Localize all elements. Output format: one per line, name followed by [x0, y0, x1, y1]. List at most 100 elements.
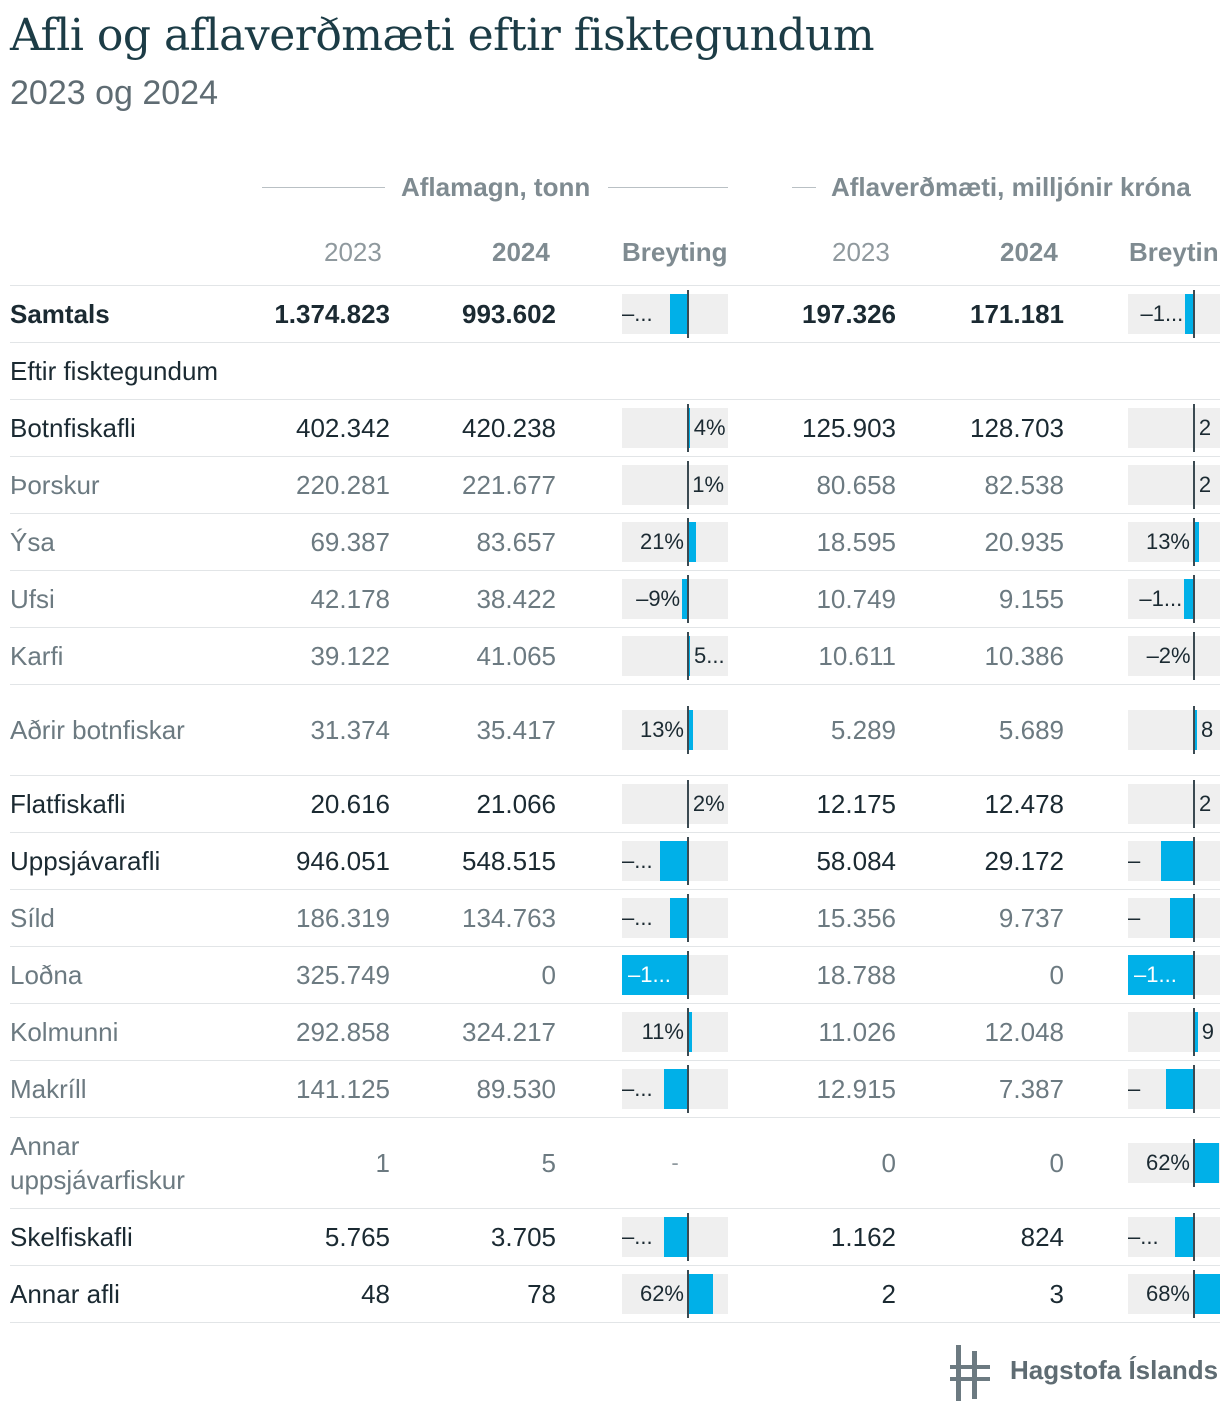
- catch-2024-value: 134.763: [462, 902, 556, 933]
- catch-change-bar: 2%: [622, 780, 728, 828]
- value-change-label: 2: [1198, 472, 1212, 497]
- catch-change-label: 5...: [694, 643, 725, 668]
- value-change-bar-fill: [1194, 522, 1200, 562]
- catch-change-bar: 11%: [622, 1008, 728, 1056]
- chart-subtitle: 2023 og 2024: [10, 74, 218, 112]
- value-change-bar: 62%: [1128, 1139, 1220, 1187]
- catch-change-bar-fill: [663, 1069, 688, 1109]
- catch-2023-value: 220.281: [296, 469, 390, 500]
- value-2024-value: 12.478: [984, 788, 1064, 819]
- catch-change-bar: 21%: [622, 518, 728, 566]
- value-change-axis: [1193, 706, 1195, 754]
- catch-change-bar-fill: [669, 294, 688, 334]
- value-change-bar: –1...: [1128, 575, 1220, 623]
- value-change-axis: [1193, 951, 1195, 999]
- row-label: Loðna: [10, 960, 83, 990]
- table-row: Annar afli 48 78 2 3 62% 68%: [10, 1265, 1220, 1323]
- catch-change-dash: -: [671, 1150, 679, 1175]
- catch-change-axis: [687, 290, 689, 338]
- value-2023-value: 11.026: [818, 1016, 896, 1047]
- value-change-axis: [1193, 894, 1195, 942]
- data-table: Samtals 1.374.823 993.602 197.326 171.181 –..…: [10, 285, 1220, 1323]
- catch-change-bar-fill: [669, 898, 688, 938]
- value-change-label: 68%: [1145, 1281, 1190, 1306]
- row-label: Annar afli: [10, 1279, 120, 1309]
- catch-change-axis: [687, 837, 689, 885]
- col-header-catch-2023: 2023: [324, 237, 382, 267]
- value-change-bar-fill: [1194, 1143, 1219, 1183]
- catch-2024-value: 78: [527, 1278, 556, 1309]
- value-change-bar: 2: [1128, 461, 1220, 509]
- catch-2024-value: 420.238: [462, 412, 556, 443]
- value-2024-value: 29.172: [984, 845, 1064, 876]
- catch-2023-value: 48: [361, 1278, 390, 1309]
- col-header-value-2023: 2023: [832, 237, 890, 267]
- value-change-axis: [1193, 404, 1195, 452]
- catch-change-bar-fill: [688, 522, 697, 562]
- table-row: Samtals 1.374.823 993.602 197.326 171.181 –..…: [10, 285, 1220, 342]
- catch-change-axis: [687, 1270, 689, 1318]
- catch-change-bar-fill: [660, 841, 688, 881]
- hagstofa-logo-icon: [950, 1345, 990, 1401]
- value-change-label: 2: [1198, 415, 1212, 440]
- catch-change-bar: 5...: [622, 632, 728, 680]
- value-change-bar: 2: [1128, 780, 1220, 828]
- group-label-catch: Aflamagn, tonn: [401, 172, 591, 202]
- value-change-label: –2%: [1146, 643, 1191, 668]
- catch-change-bar: –9%: [622, 575, 728, 623]
- value-2024-value: 7.387: [998, 1073, 1064, 1104]
- value-change-axis: [1193, 575, 1195, 623]
- table-row: Síld 186.319 134.763 15.356 9.737 –... –: [10, 889, 1220, 946]
- group-header-catch: Aflamagn, tonn: [262, 170, 728, 204]
- value-change-bar: –2%: [1128, 632, 1220, 680]
- catch-2023-value: 69.387: [310, 526, 390, 557]
- value-change-bar: 68%: [1128, 1270, 1220, 1318]
- value-change-label: 13%: [1145, 529, 1190, 554]
- value-change-bar-fill: [1185, 294, 1194, 334]
- value-change-label: –1...: [1140, 301, 1184, 326]
- catch-2024-value: 89.530: [476, 1073, 556, 1104]
- hagstofa-logo-text: Hagstofa Íslands: [1010, 1355, 1219, 1385]
- value-change-axis: [1193, 1008, 1195, 1056]
- value-2024-value: 0: [1049, 959, 1064, 990]
- catch-change-bar-fill: [688, 636, 690, 676]
- value-change-label: 2: [1199, 791, 1212, 816]
- value-change-bar: –: [1128, 1065, 1220, 1113]
- value-2024-value: 82.538: [984, 469, 1064, 500]
- value-change-bar: –...: [1128, 1213, 1220, 1261]
- catch-change-label: 1%: [692, 472, 725, 497]
- value-2024-value: 20.935: [984, 526, 1064, 557]
- value-change-axis: [1193, 780, 1195, 828]
- catch-change-bar: 62%: [622, 1270, 728, 1318]
- value-2024-value: 3: [1049, 1278, 1064, 1309]
- catch-change-axis: [687, 575, 689, 623]
- catch-change-bar: –...: [622, 1065, 728, 1113]
- value-change-axis: [1193, 1213, 1195, 1261]
- catch-2023-value: 42.178: [310, 583, 390, 614]
- value-2023-value: 125.903: [802, 412, 896, 443]
- value-change-bar: –: [1128, 894, 1220, 942]
- row-label: Botnfiskafli: [10, 413, 136, 443]
- value-change-bar-fill: [1165, 1069, 1194, 1109]
- catch-change-axis: [687, 1008, 689, 1056]
- row-label: Samtals: [10, 299, 110, 329]
- catch-2023-value: 1.374.823: [274, 298, 390, 329]
- catch-change-label: –...: [622, 301, 653, 326]
- group-header-value: Aflaverðmæti, milljónir króna: [792, 170, 1220, 204]
- value-2024-value: 0: [1049, 1147, 1064, 1178]
- table-row: Aðrir botnfiskar 31.374 35.417 5.289 5.689 13…: [10, 684, 1220, 775]
- value-change-axis: [1193, 1065, 1195, 1113]
- value-change-bar-fill: [1194, 1012, 1198, 1052]
- catch-2023-value: 292.858: [296, 1016, 390, 1047]
- value-2023-value: 0: [881, 1147, 896, 1178]
- row-label: Síld: [10, 903, 55, 933]
- value-2023-value: 15.356: [816, 902, 896, 933]
- value-change-bar: 8: [1128, 706, 1220, 754]
- value-change-axis: [1193, 632, 1195, 680]
- catch-change-bar: –...: [622, 290, 728, 338]
- table-row: Kolmunni 292.858 324.217 11.026 12.048 11% 9: [10, 1003, 1220, 1060]
- table-row: Makríll 141.125 89.530 12.915 7.387 –... –: [10, 1060, 1220, 1117]
- value-change-bar-fill: [1194, 710, 1198, 750]
- value-change-bar: –1...: [1128, 290, 1220, 338]
- catch-2023-value: 946.051: [296, 845, 390, 876]
